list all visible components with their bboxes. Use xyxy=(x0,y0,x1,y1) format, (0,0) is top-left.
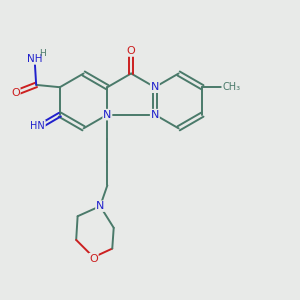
Text: O: O xyxy=(127,46,136,56)
Text: H: H xyxy=(39,49,46,58)
Text: N: N xyxy=(151,82,159,92)
Text: O: O xyxy=(11,88,20,98)
Text: O: O xyxy=(89,254,98,264)
Text: N: N xyxy=(96,201,104,211)
Text: HN: HN xyxy=(30,121,45,130)
Text: CH₃: CH₃ xyxy=(222,82,240,92)
Text: N: N xyxy=(151,110,159,120)
Text: NH: NH xyxy=(27,54,43,64)
Text: N: N xyxy=(103,110,112,120)
